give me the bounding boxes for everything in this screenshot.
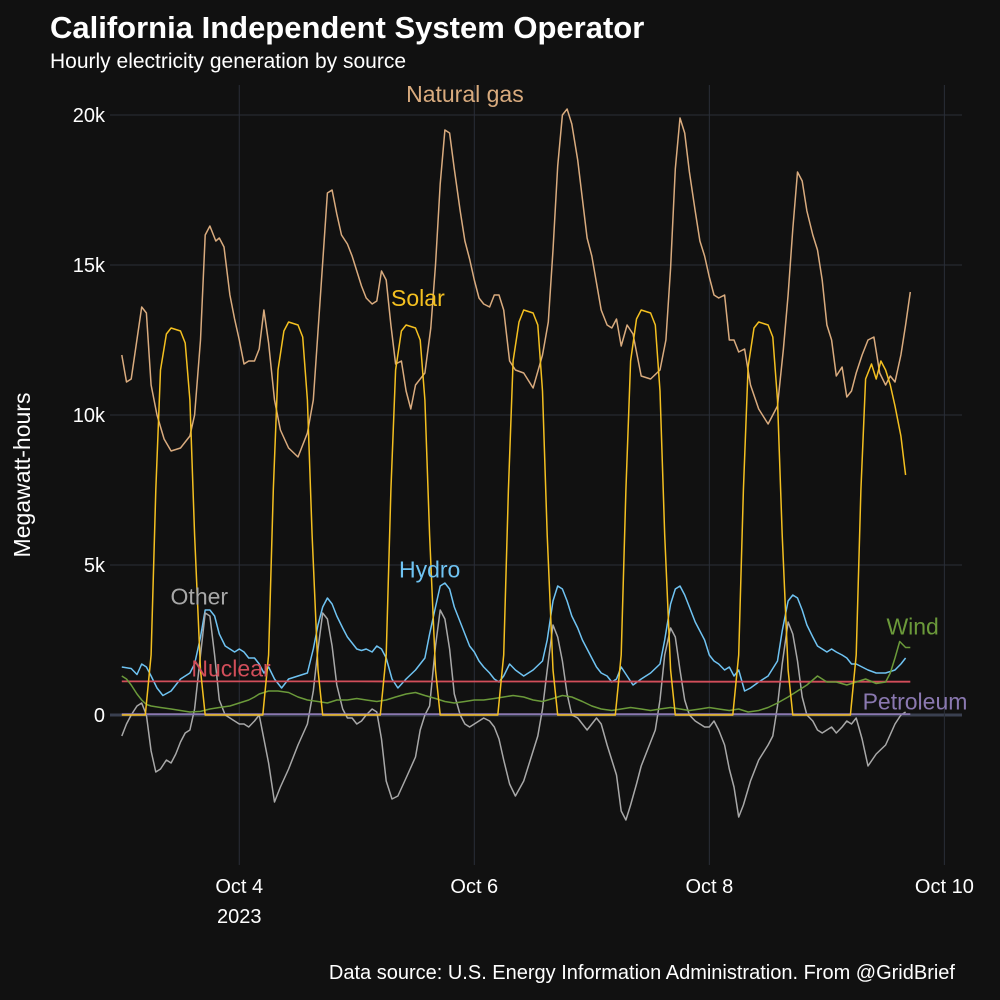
- series-line-solar: [121, 309, 907, 716]
- x-tick-year-label: 2023: [217, 906, 262, 928]
- series-label-hydro: Hydro: [399, 557, 460, 583]
- series-labels: Natural gas Solar Hydro Other Nuclear Wind Pet…: [171, 81, 968, 715]
- series-label-wind: Wind: [886, 614, 938, 640]
- x-axis: Oct 4 2023 Oct 6 Oct 8 Oct 10: [215, 876, 973, 928]
- series-label-nuclear: Nuclear: [191, 656, 271, 682]
- y-axis-label: Megawatt-hours: [9, 393, 35, 558]
- y-tick-label: 20k: [73, 105, 106, 127]
- x-tick-label: Oct 4: [215, 876, 263, 898]
- y-tick-label: 10k: [73, 405, 106, 427]
- x-tick-label: Oct 10: [915, 876, 974, 898]
- series-line-natural-gas: [121, 108, 912, 458]
- gridlines: [110, 85, 962, 865]
- series-label-petroleum: Petroleum: [863, 689, 968, 715]
- chart-subtitle: Hourly electricity generation by source: [50, 50, 406, 73]
- y-tick-label: 15k: [73, 255, 106, 277]
- x-tick-label: Oct 6: [450, 876, 498, 898]
- series-label-natural-gas: Natural gas: [406, 81, 524, 107]
- series-label-solar: Solar: [391, 285, 445, 311]
- x-tick-label: Oct 8: [685, 876, 733, 898]
- y-axis: 0 5k 10k 15k 20k: [73, 105, 106, 727]
- y-tick-label: 0: [94, 705, 105, 727]
- y-tick-label: 5k: [84, 555, 106, 577]
- series-lines: [121, 108, 912, 821]
- data-source-caption: Data source: U.S. Energy Information Adm…: [328, 962, 955, 984]
- series-line-other: [121, 609, 907, 821]
- series-label-other: Other: [171, 584, 229, 610]
- series-line-hydro: [121, 582, 907, 697]
- series-line-wind: [121, 640, 911, 713]
- chart-title: California Independent System Operator: [50, 10, 645, 45]
